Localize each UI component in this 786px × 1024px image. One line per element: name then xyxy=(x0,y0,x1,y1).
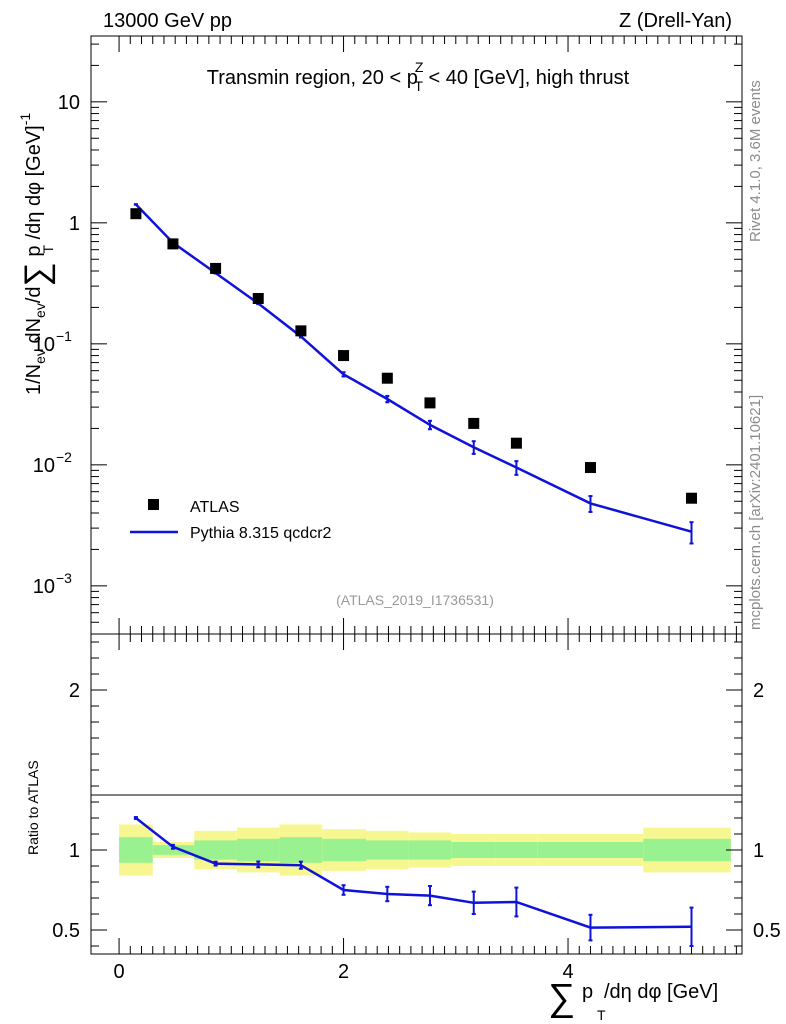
ratio-inner-band xyxy=(236,838,280,862)
ratio-ylabel: Ratio to ATLAS xyxy=(25,760,41,855)
ratio-ytick-label-right: 0.5 xyxy=(753,920,781,942)
header-right: Z (Drell-Yan) xyxy=(619,10,732,32)
reference-label: (ATLAS_2019_I1736531) xyxy=(336,592,494,608)
main-ytick-label: 10 xyxy=(58,92,80,114)
plot-title: Transmin region, 20 < pZ T < 40 [GeV], hi… xyxy=(207,59,630,94)
ratio-panel: 0.5 0.5 1 1 2 2 0 2 4 Ratio to ATLAS ∑ p T /dη d… xyxy=(25,633,781,1023)
ratio-inner-band xyxy=(408,840,452,860)
ratio-inner-band xyxy=(365,840,409,860)
rivet-label: Rivet 4.1.0, 3.6M events xyxy=(747,80,764,242)
svg-text:T: T xyxy=(597,1007,606,1023)
header-left: 13000 GeV pp xyxy=(103,10,232,32)
main-series xyxy=(130,203,697,545)
ratio-ytick-label-right: 1 xyxy=(753,840,764,862)
pythia-line xyxy=(135,203,692,533)
main-ytick-label: 1 xyxy=(69,213,80,235)
ratio-axis-ticks: 0.5 0.5 1 1 2 2 0 2 4 xyxy=(52,634,781,983)
ratio-inner-band xyxy=(537,842,644,858)
xtick-label: 2 xyxy=(338,961,349,983)
svg-text:/dη dφ [GeV]: /dη dφ [GeV] xyxy=(604,981,718,1003)
atlas-marker xyxy=(130,208,142,220)
atlas-marker xyxy=(510,437,522,449)
atlas-marker xyxy=(381,372,393,384)
legend-atlas-marker xyxy=(148,499,159,510)
legend-atlas-label: ATLAS xyxy=(190,499,240,516)
x-axis-label: ∑ p T /dη dφ [GeV] xyxy=(548,977,718,1023)
ratio-inner-band xyxy=(451,842,496,858)
main-frame xyxy=(90,35,743,635)
atlas-marker xyxy=(252,292,264,304)
ratio-inner-band xyxy=(643,838,731,862)
legend: ATLAS Pythia 8.315 qcdcr2 xyxy=(130,499,332,542)
ratio-inner-band xyxy=(152,845,195,855)
legend-pythia-label: Pythia 8.315 qcdcr2 xyxy=(190,525,332,542)
atlas-marker xyxy=(210,262,222,274)
atlas-marker xyxy=(685,492,697,504)
ratio-ytick-label-right: 2 xyxy=(753,680,764,702)
atlas-marker xyxy=(468,417,480,429)
ratio-inner-band xyxy=(119,837,153,863)
main-ytick-label: 10 xyxy=(33,334,55,356)
main-ytick-exponent: −1 xyxy=(56,328,72,344)
ratio-bands xyxy=(119,824,731,876)
ratio-line xyxy=(135,817,692,929)
ratio-frame xyxy=(90,633,743,955)
main-ytick-label: 10 xyxy=(33,576,55,598)
ratio-series xyxy=(133,816,694,947)
atlas-marker xyxy=(295,325,307,337)
ratio-ytick-label-left: 1 xyxy=(69,840,80,862)
atlas-marker xyxy=(338,350,350,362)
atlas-marker xyxy=(424,397,436,409)
ratio-inner-band xyxy=(495,842,538,858)
svg-text:∑: ∑ xyxy=(548,977,575,1019)
ratio-inner-band xyxy=(194,840,237,860)
atlas-marker xyxy=(167,238,179,250)
atlas-marker xyxy=(584,462,596,474)
ratio-inner-band xyxy=(279,837,323,863)
xtick-label: 0 xyxy=(113,961,124,983)
svg-text:p: p xyxy=(582,981,593,1003)
xtick-label: 4 xyxy=(562,961,573,983)
ratio-ytick-label-left: 0.5 xyxy=(52,920,80,942)
main-ytick-label: 10 xyxy=(33,455,55,477)
main-ytick-exponent: −3 xyxy=(56,570,72,586)
ratio-inner-band xyxy=(322,838,366,862)
main-ytick-exponent: −2 xyxy=(56,449,72,465)
ratio-ytick-label-left: 2 xyxy=(69,680,80,702)
mcplots-label: mcplots.cern.ch [arXiv:2401.10621] xyxy=(747,395,764,630)
